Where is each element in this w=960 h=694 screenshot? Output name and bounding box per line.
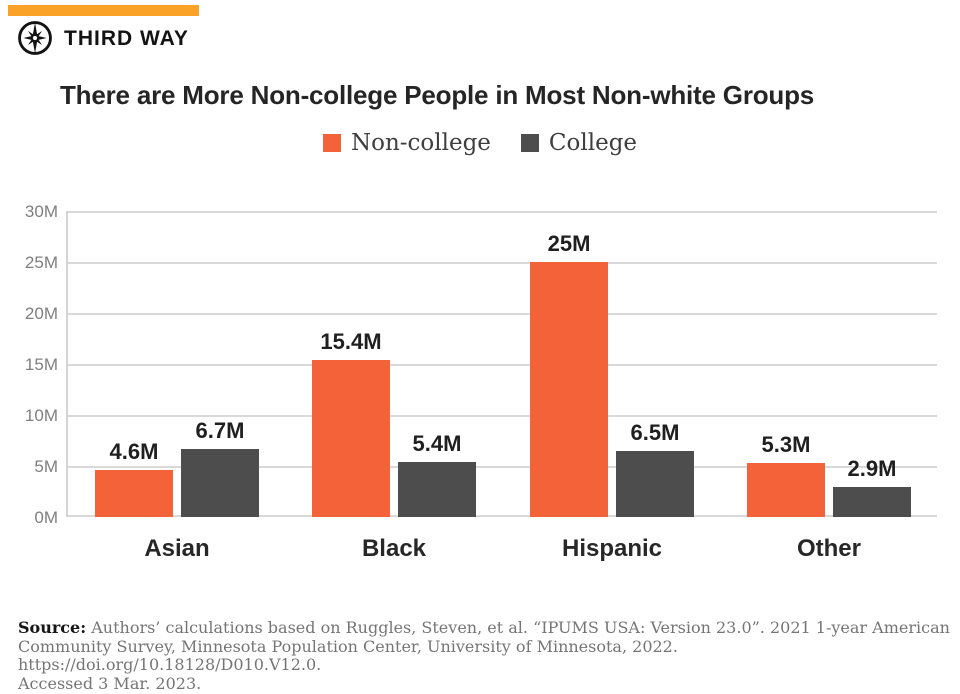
value-label-other-non-college: 5.3M (761, 432, 811, 457)
chart-legend: Non-college College (0, 130, 960, 156)
y-axis-label-10m: 10M (24, 406, 58, 425)
value-label-other-college: 2.9M (847, 456, 897, 481)
y-axis-label-25m: 25M (24, 253, 58, 272)
page-title: There are More Non-college People in Mos… (60, 80, 815, 110)
compass-logo-icon (18, 21, 52, 55)
y-axis-label-15m: 15M (24, 355, 58, 374)
brand-wordmark: THIRD WAY (64, 27, 189, 50)
bar-black-non-college (312, 360, 390, 517)
value-label-black-college: 5.4M (412, 431, 462, 456)
source-line-3: Accessed 3 Mar. 2023. (18, 673, 202, 693)
brand-accent-bar (8, 5, 199, 16)
y-axis-label-5m: 5M (34, 457, 58, 476)
value-label-asian-college: 6.7M (195, 418, 245, 443)
source-label: Source: (18, 618, 87, 637)
chart-plot: 30M 25M 20M 15M 10M 5M 0M 4.6M 6.7M Asian 15.4M 5.4… (25, 202, 937, 562)
legend-label-college: College (548, 130, 638, 156)
y-axis-label-0m: 0M (34, 508, 58, 527)
value-label-black-non-college: 15.4M (320, 329, 382, 354)
gridline-0m (68, 515, 937, 517)
legend-item-non-college: Non-college (322, 130, 491, 156)
source-citation: Source: Authors’ calculations based on R… (18, 618, 953, 693)
bar-hispanic-non-college (530, 262, 608, 517)
gridline-20m (68, 313, 937, 315)
value-label-hispanic-non-college: 25M (547, 231, 591, 256)
value-label-hispanic-college: 6.5M (630, 420, 680, 445)
bar-asian-non-college (95, 470, 173, 517)
y-axis-label-20m: 20M (24, 304, 58, 323)
category-label-hispanic: Hispanic (561, 535, 663, 562)
y-axis-label-30m: 30M (24, 202, 58, 221)
gridline-25m (68, 262, 937, 264)
source-line-2: Community Survey, Minnesota Population C… (18, 636, 678, 674)
legend-swatch-non-college (322, 134, 341, 152)
bar-other-college (833, 487, 911, 517)
category-label-black: Black (361, 535, 427, 562)
gridline-10m (68, 415, 937, 417)
bar-black-college (398, 462, 476, 517)
gridline-5m (68, 466, 937, 468)
value-label-asian-non-college: 4.6M (109, 439, 159, 464)
legend-item-college: College (520, 130, 638, 156)
bar-hispanic-college (616, 451, 694, 517)
category-label-other: Other (796, 535, 861, 562)
legend-label-non-college: Non-college (350, 130, 491, 156)
gridline-30m (68, 211, 937, 213)
category-label-asian: Asian (144, 535, 210, 562)
bar-other-non-college (747, 463, 825, 517)
gridline-15m (68, 364, 937, 366)
bar-asian-college (181, 449, 259, 517)
legend-swatch-college (520, 134, 539, 152)
source-line-1: Authors’ calculations based on Ruggles, … (91, 618, 950, 637)
